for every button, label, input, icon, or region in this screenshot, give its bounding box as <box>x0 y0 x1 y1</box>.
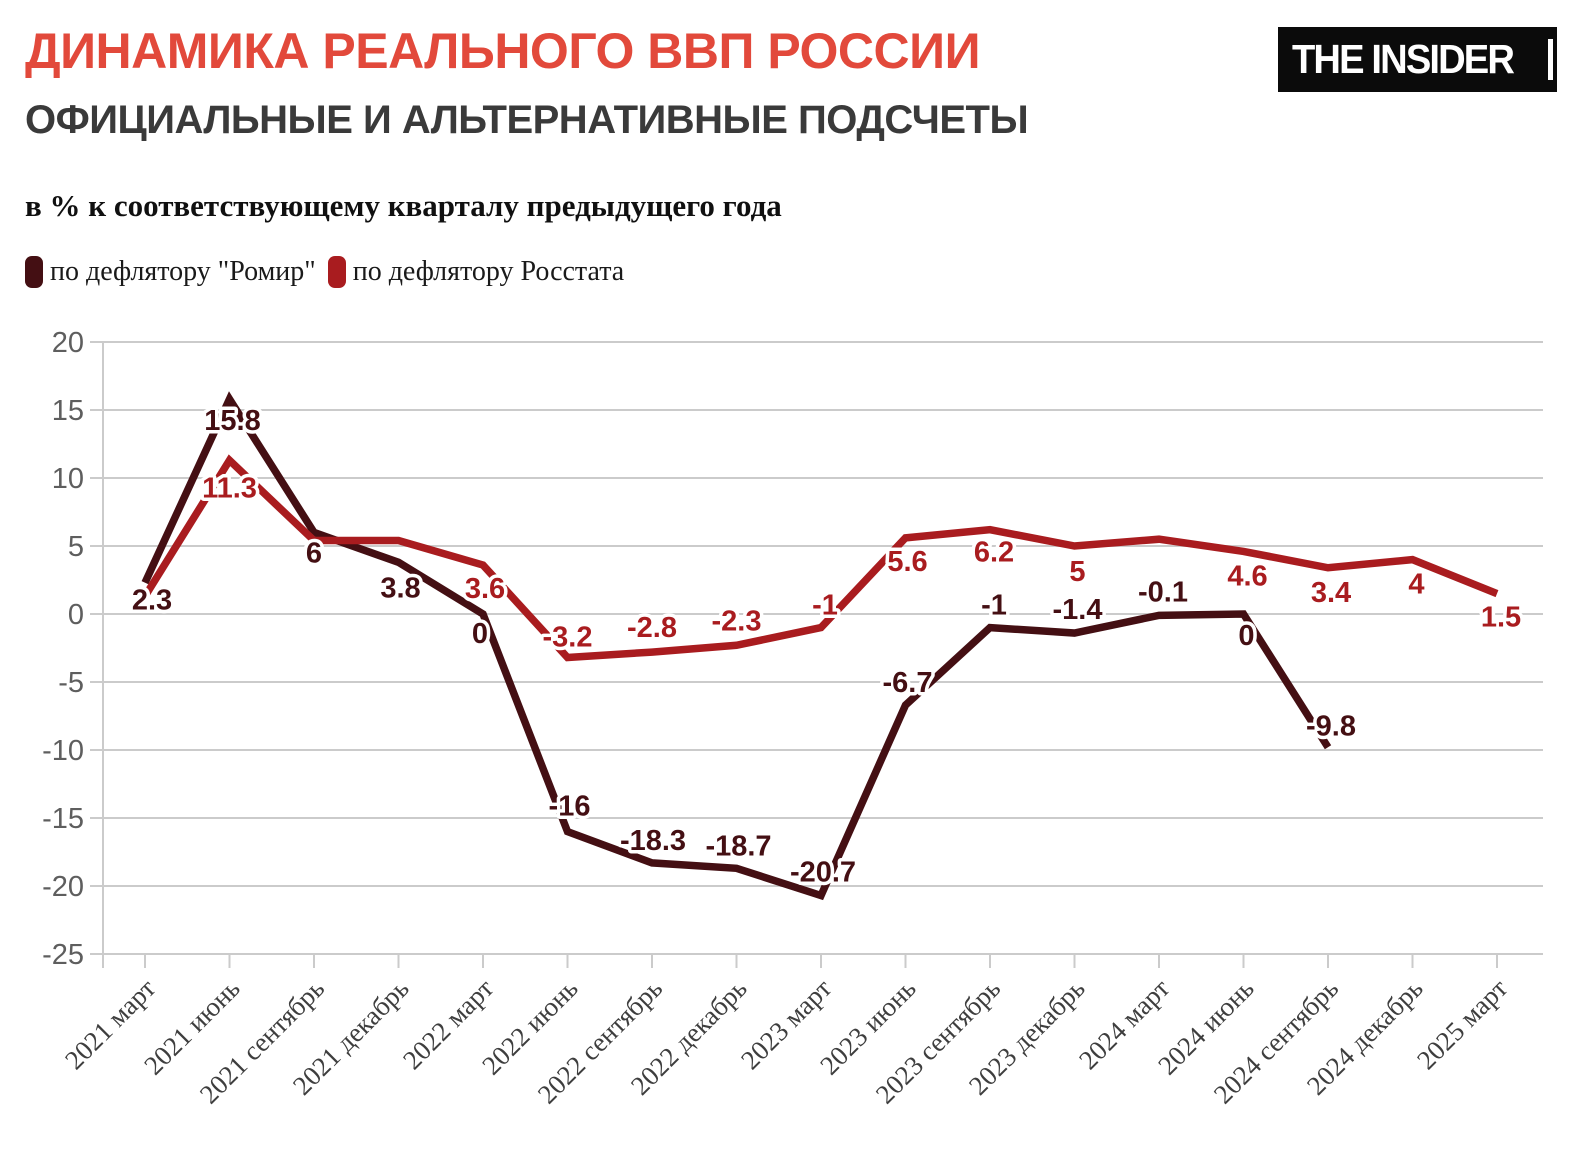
logo-cursor-bar <box>1548 39 1553 80</box>
y-tick-label: 10 <box>52 463 84 495</box>
legend-swatch-rosstat <box>327 256 346 288</box>
data-label: -20.7 <box>790 857 856 889</box>
data-label: -16 <box>549 791 591 823</box>
data-label: -1 <box>981 590 1007 622</box>
data-label: 6.2 <box>974 537 1014 569</box>
data-label: 4 <box>1408 569 1424 601</box>
y-tick-label: -25 <box>42 939 84 971</box>
data-label: -0.1 <box>1138 576 1188 608</box>
data-label: -3.2 <box>543 622 593 654</box>
y-tick-label: 0 <box>68 599 84 631</box>
the-insider-logo: THE INSIDER <box>1278 27 1557 92</box>
legend-item-rosstat: по дефлятору Росстата <box>327 256 625 288</box>
x-tick-label: 2025 март <box>1411 973 1513 1075</box>
logo-text: THE INSIDER <box>1292 36 1515 82</box>
unit-label: в % к соответствующему кварталу предыдущ… <box>25 188 782 223</box>
data-label: 11.3 <box>202 472 257 504</box>
data-label: -18.3 <box>620 825 686 857</box>
data-label: -9.8 <box>1306 710 1356 742</box>
series-line-rosstat <box>141 454 1499 662</box>
y-tick-label: 20 <box>52 327 84 359</box>
data-label: 0 <box>472 618 488 650</box>
legend: по дефлятору "Ромир" по дефлятору Росста… <box>25 256 624 288</box>
y-tick-label: 5 <box>68 531 84 563</box>
data-label: -1 <box>812 590 838 622</box>
data-label: 1.5 <box>1481 602 1521 634</box>
data-label: -2.3 <box>712 605 762 637</box>
data-label: 6 <box>306 537 322 569</box>
chart-title: ДИНАМИКА РЕАЛЬНОГО ВВП РОССИИ <box>25 23 981 79</box>
data-label: -18.7 <box>705 830 771 862</box>
y-tick-label: -5 <box>58 667 84 699</box>
data-label: 2.3 <box>132 585 172 617</box>
data-label: 15.8 <box>204 405 260 437</box>
y-tick-label: -15 <box>42 803 84 835</box>
data-label: 3.8 <box>380 572 420 604</box>
legend-label-rosstat: по дефлятору Росстата <box>352 256 625 287</box>
y-tick-label: -20 <box>42 871 84 903</box>
data-label: -1.4 <box>1053 594 1103 626</box>
chart-subtitle: ОФИЦИАЛЬНЫЕ И АЛЬТЕРНАТИВНЫЕ ПОДСЧЕТЫ <box>25 98 1029 142</box>
legend-item-romir: по дефлятору "Ромир" <box>25 256 316 288</box>
data-label: 5 <box>1069 556 1085 588</box>
data-label: -2.8 <box>627 612 677 644</box>
data-label: 3.4 <box>1311 577 1351 609</box>
data-label: -6.7 <box>883 667 933 699</box>
data-label: 0 <box>1238 620 1254 652</box>
legend-label-romir: по дефлятору "Ромир" <box>50 256 316 287</box>
data-label: 3.6 <box>465 573 505 605</box>
y-tick-label: 15 <box>52 395 84 427</box>
data-label: 4.6 <box>1227 560 1267 592</box>
legend-swatch-romir <box>25 256 43 288</box>
y-tick-label: -10 <box>42 735 84 767</box>
data-label: 5.6 <box>887 546 927 578</box>
